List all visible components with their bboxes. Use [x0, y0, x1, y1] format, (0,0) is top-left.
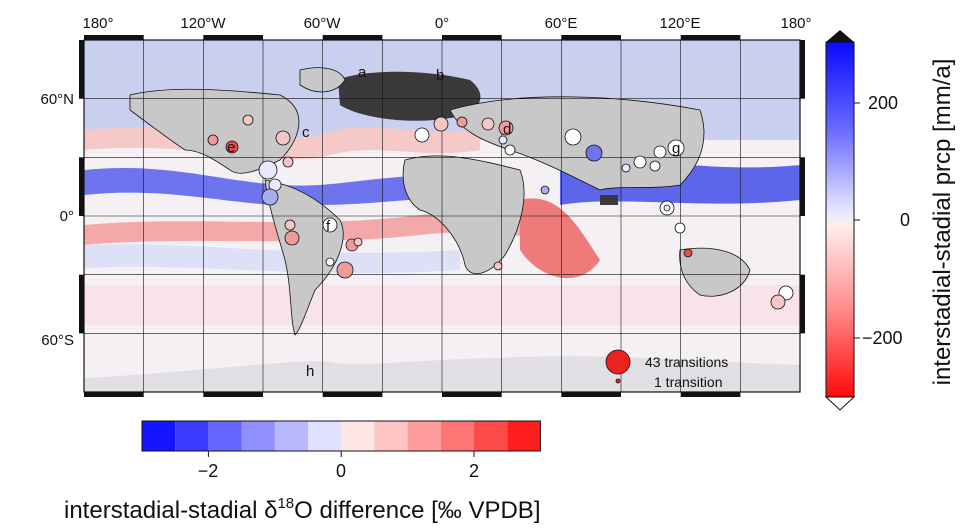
site-marker	[605, 349, 631, 375]
site-marker	[353, 237, 363, 247]
site-marker	[585, 144, 603, 162]
lon-tick: 60°E	[545, 15, 578, 32]
lon-tick: 0°	[435, 15, 449, 32]
graticule	[84, 40, 800, 392]
site-marker	[770, 294, 786, 310]
site-marker	[540, 185, 550, 195]
site-marker	[207, 134, 219, 146]
site-marker	[504, 144, 516, 156]
size-legend: 43 transitions 1 transition	[645, 354, 728, 390]
prcp-tick: 200	[868, 93, 898, 113]
site-marker	[649, 160, 661, 172]
site-marker	[242, 114, 254, 126]
region-letter-d: d	[503, 121, 511, 138]
site-marker	[433, 116, 449, 132]
d18o-tick: −2	[198, 461, 219, 481]
site-marker	[653, 145, 667, 159]
region-letter-h: h	[306, 363, 314, 380]
site-marker	[261, 188, 279, 206]
lon-tick: 60°W	[304, 15, 342, 32]
lon-tick: 120°W	[180, 15, 226, 32]
site-marker	[414, 127, 430, 143]
site-marker	[498, 120, 514, 136]
map-frame-ticks	[79, 35, 805, 397]
site-marker	[667, 139, 685, 157]
site-marker	[258, 160, 278, 180]
site-marker	[322, 217, 338, 233]
lon-tick: 180°	[780, 15, 811, 32]
prcp-tick: 0	[900, 210, 910, 230]
d18o-tick: 2	[469, 461, 479, 481]
site-marker	[674, 222, 686, 234]
site-marker	[456, 116, 468, 128]
site-marker	[284, 219, 296, 231]
map-panel: a b c d e f g h 43 transitions 1 transit…	[40, 15, 812, 397]
site-marker	[282, 156, 294, 168]
site-marker	[633, 155, 647, 169]
lat-tick: 60°S	[41, 332, 74, 349]
latitude-labels: 60°N 0° 60°S	[40, 91, 74, 349]
d18o-colorbar-label: interstadial-stadial δ18O difference [‰ …	[64, 495, 540, 524]
site-marker	[284, 230, 300, 246]
region-letter-e: e	[227, 139, 235, 156]
prcp-colorbar: 200 0 −200 interstadial-stadial prcp [mm…	[824, 30, 956, 411]
site-marker	[225, 140, 239, 154]
region-letter-f: f	[326, 218, 331, 235]
site-marker	[564, 128, 582, 146]
site-marker	[325, 257, 335, 267]
region-letter-a: a	[358, 64, 367, 81]
d18o-colorbar: −2 0 2 interstadial-stadial δ18O differe…	[64, 420, 541, 524]
d18o-ticks: −2 0 2	[198, 461, 479, 481]
lat-tick: 0°	[60, 208, 74, 225]
region-letter-c: c	[302, 124, 310, 141]
proxy-sites	[207, 114, 794, 384]
ice-sheet	[338, 71, 481, 121]
region-letter-g: g	[672, 140, 680, 157]
legend-small-label: 1 transition	[654, 374, 722, 390]
longitude-labels: 180° 120°W 60°W 0° 60°E 120°E 180°	[82, 15, 811, 32]
site-marker	[683, 248, 693, 258]
prcp-colorbar-label: interstadial-stadial prcp [mm/a]	[929, 59, 956, 386]
d18o-tick: 0	[336, 461, 346, 481]
prcp-ticks: 200 0 −200	[862, 93, 910, 348]
region-letter-b: b	[436, 67, 444, 84]
lon-tick: 180°	[82, 15, 113, 32]
region-letters: a b c d e f g h	[227, 64, 680, 380]
site-marker	[481, 117, 495, 131]
site-marker	[615, 378, 621, 384]
lon-tick: 120°E	[659, 15, 700, 32]
site-marker	[498, 135, 508, 145]
site-marker	[621, 163, 631, 173]
site-marker	[493, 261, 503, 271]
site-marker	[663, 204, 671, 212]
lat-tick: 60°N	[40, 91, 74, 108]
prcp-tick: −200	[862, 328, 903, 348]
site-marker	[275, 130, 291, 146]
site-marker	[336, 261, 354, 279]
legend-large-label: 43 transitions	[645, 354, 728, 370]
